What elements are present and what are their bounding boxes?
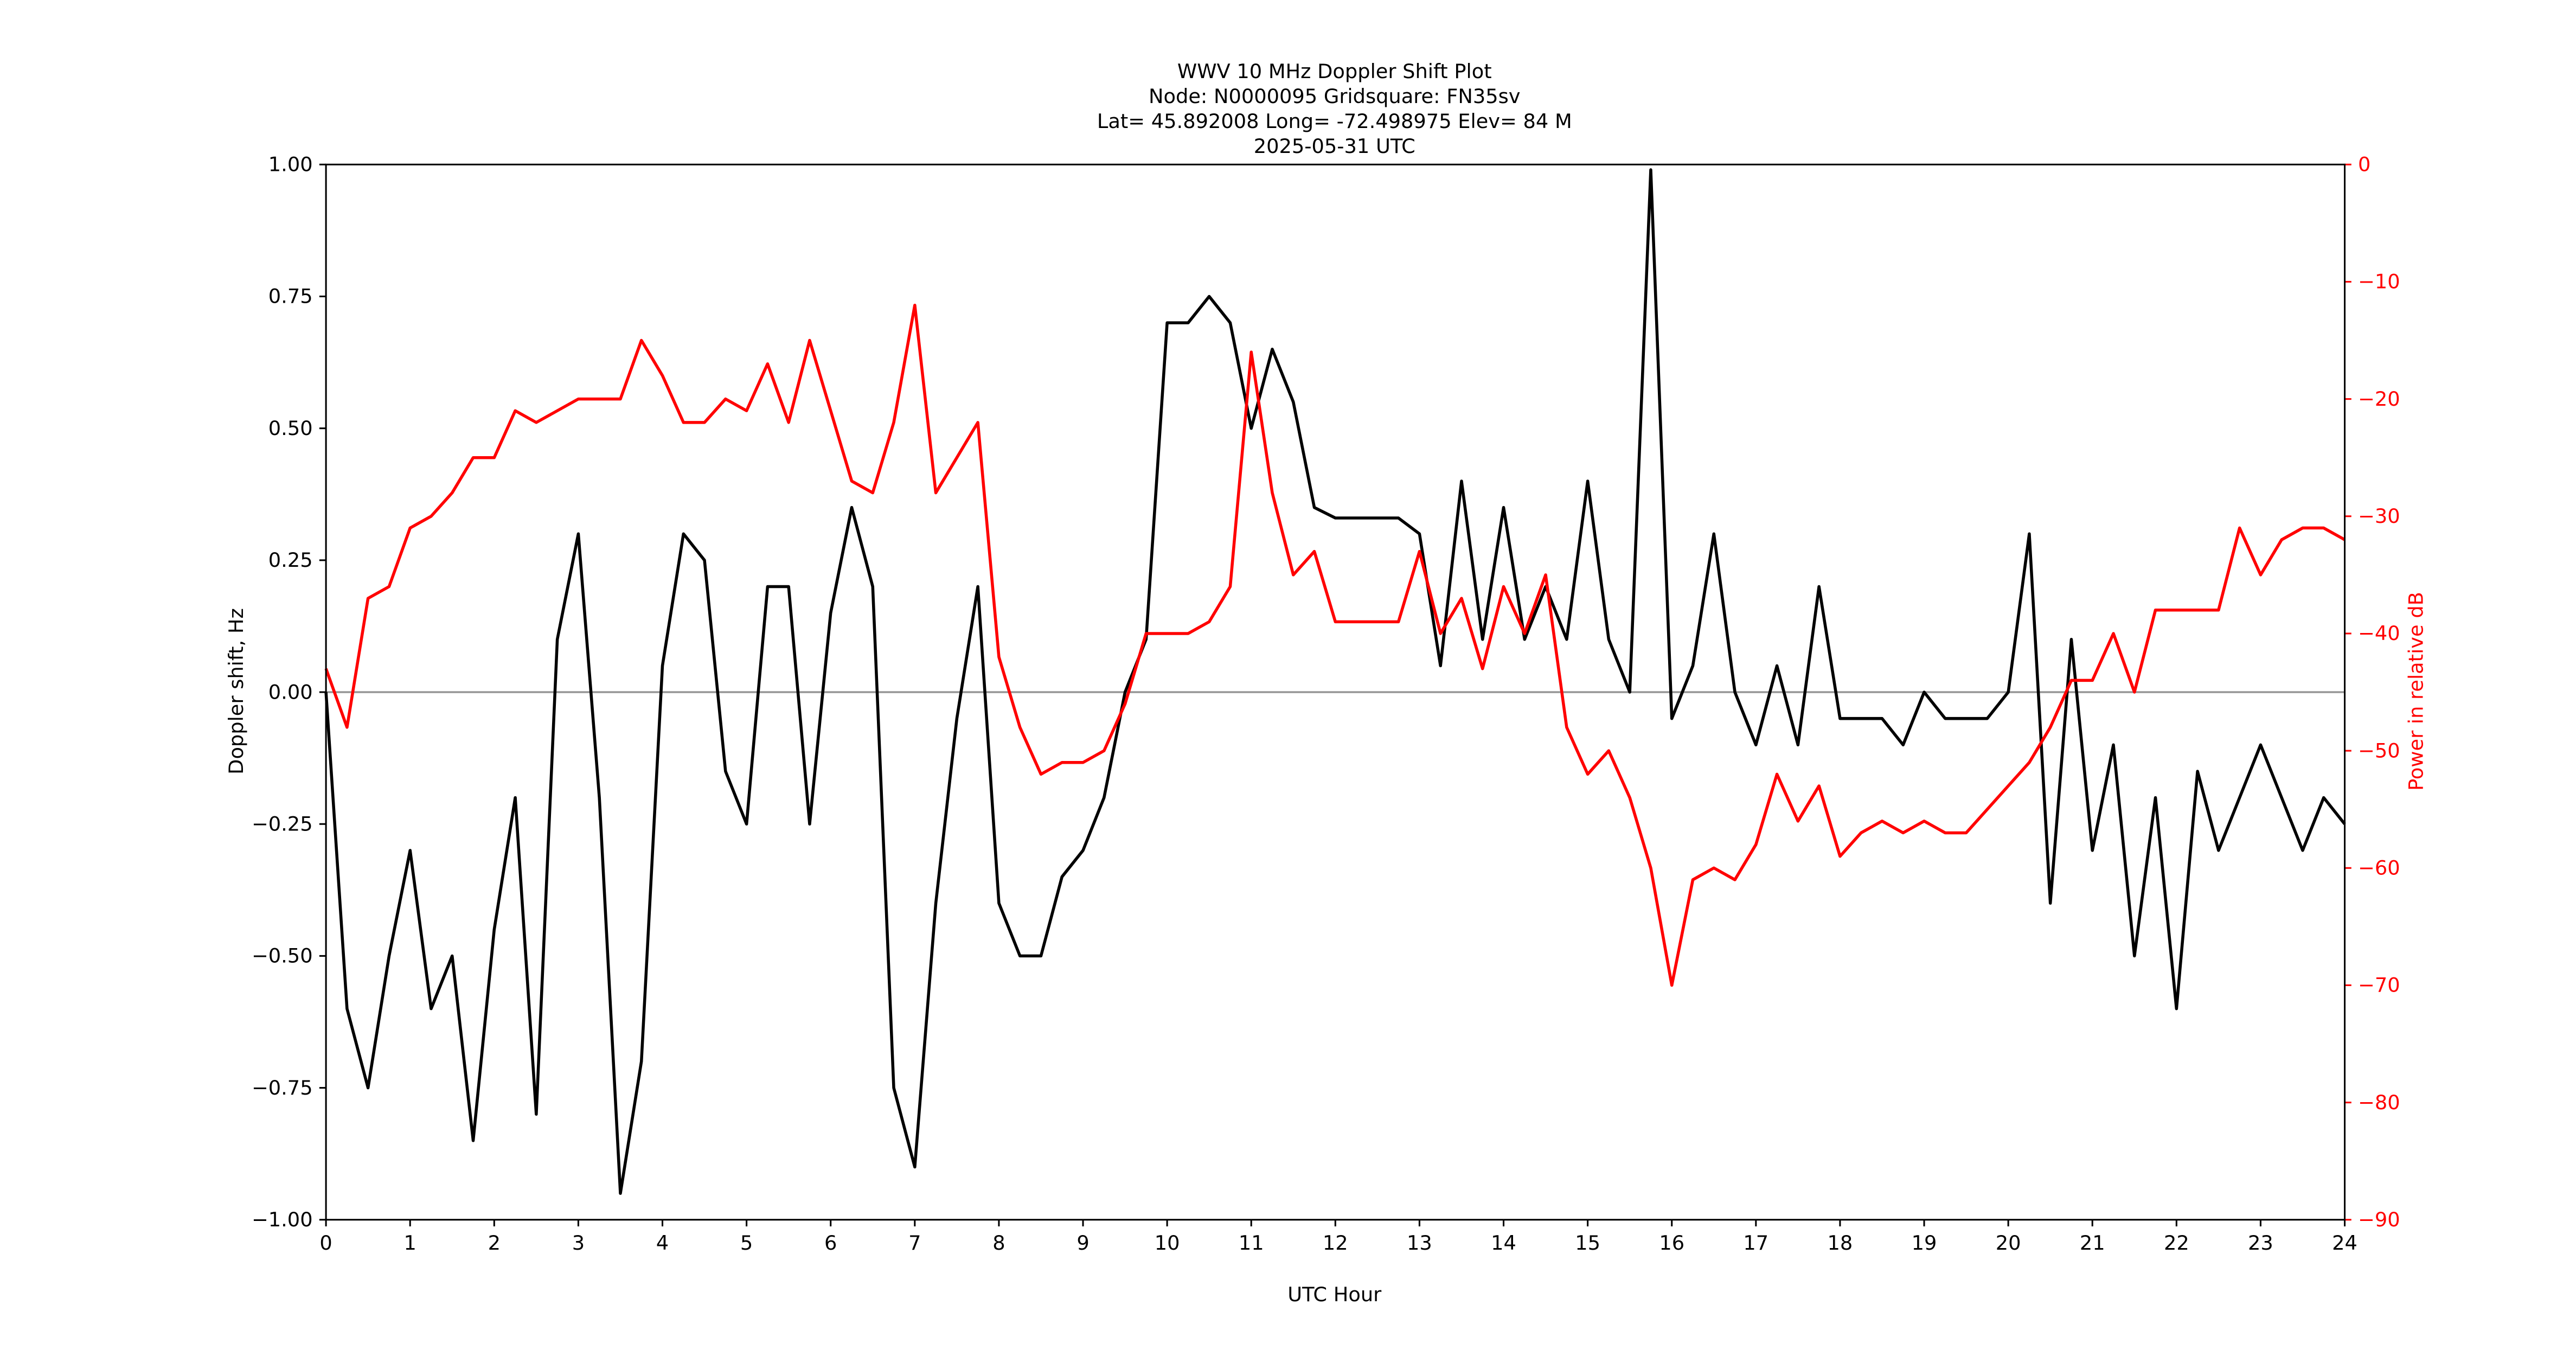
y2-tick-label: −10 [2358,270,2400,293]
x-tick-label: 4 [656,1231,669,1255]
y2-tick-label: 0 [2358,153,2370,176]
y2-tick-label: −70 [2358,974,2400,997]
x-axis-label: UTC Hour [1287,1283,1382,1306]
y2-axis-label: Power in relative dB [2405,592,2428,791]
y-tick-label: 0.25 [268,548,313,572]
x-tick-label: 9 [1076,1231,1089,1255]
y-tick-label: 0.75 [268,285,313,308]
chart-title: Node: N0000095 Gridsquare: FN35sv [1149,85,1521,108]
x-tick-label: 8 [992,1231,1005,1255]
y-tick-label: 0.00 [268,680,313,703]
y2-tick-label: −20 [2358,387,2400,411]
x-tick-label: 20 [1996,1231,2021,1255]
y2-tick-label: −30 [2358,504,2400,528]
y-tick-label: −1.00 [252,1208,313,1231]
x-tick-label: 0 [319,1231,332,1255]
x-tick-label: 1 [404,1231,416,1255]
y2-tick-label: −90 [2358,1208,2400,1231]
y2-tick-label: −50 [2358,739,2400,762]
x-tick-label: 24 [2332,1231,2357,1255]
x-tick-label: 23 [2248,1231,2273,1255]
x-tick-label: 12 [1323,1231,1348,1255]
x-tick-label: 16 [1659,1231,1684,1255]
chart-title: WWV 10 MHz Doppler Shift Plot [1177,60,1492,83]
plot-frame [325,163,2346,1221]
x-tick-label: 5 [740,1231,753,1255]
x-tick-label: 14 [1491,1231,1516,1255]
y2-tick-label: −60 [2358,856,2400,880]
y-tick-label: 1.00 [268,153,313,176]
x-tick-label: 21 [2080,1231,2105,1255]
y2-tick-label: −80 [2358,1091,2400,1114]
x-tick-label: 15 [1575,1231,1600,1255]
x-tick-label: 11 [1239,1231,1264,1255]
x-tick-label: 17 [1743,1231,1768,1255]
x-tick-label: 2 [488,1231,501,1255]
x-tick-label: 7 [908,1231,921,1255]
series-line [324,303,2346,987]
y-tick-label: −0.75 [252,1076,313,1099]
chart-title: 2025-05-31 UTC [1254,135,1415,158]
x-tick-label: 13 [1407,1231,1432,1255]
x-tick-label: 19 [1912,1231,1937,1255]
y-tick-label: −0.25 [252,812,313,835]
x-tick-label: 6 [824,1231,837,1255]
x-tick-label: 3 [572,1231,585,1255]
chart-title: Lat= 45.892008 Long= -72.498975 Elev= 84… [1097,110,1572,133]
x-tick-label: 22 [2164,1231,2189,1255]
y2-tick-label: −40 [2358,622,2400,645]
y-tick-label: −0.50 [252,944,313,968]
y-axis-label: Doppler shift, Hz [225,608,248,775]
x-tick-label: 10 [1155,1231,1180,1255]
y-tick-label: 0.50 [268,417,313,440]
x-tick-label: 18 [1828,1231,1853,1255]
series-line [324,168,2346,1195]
